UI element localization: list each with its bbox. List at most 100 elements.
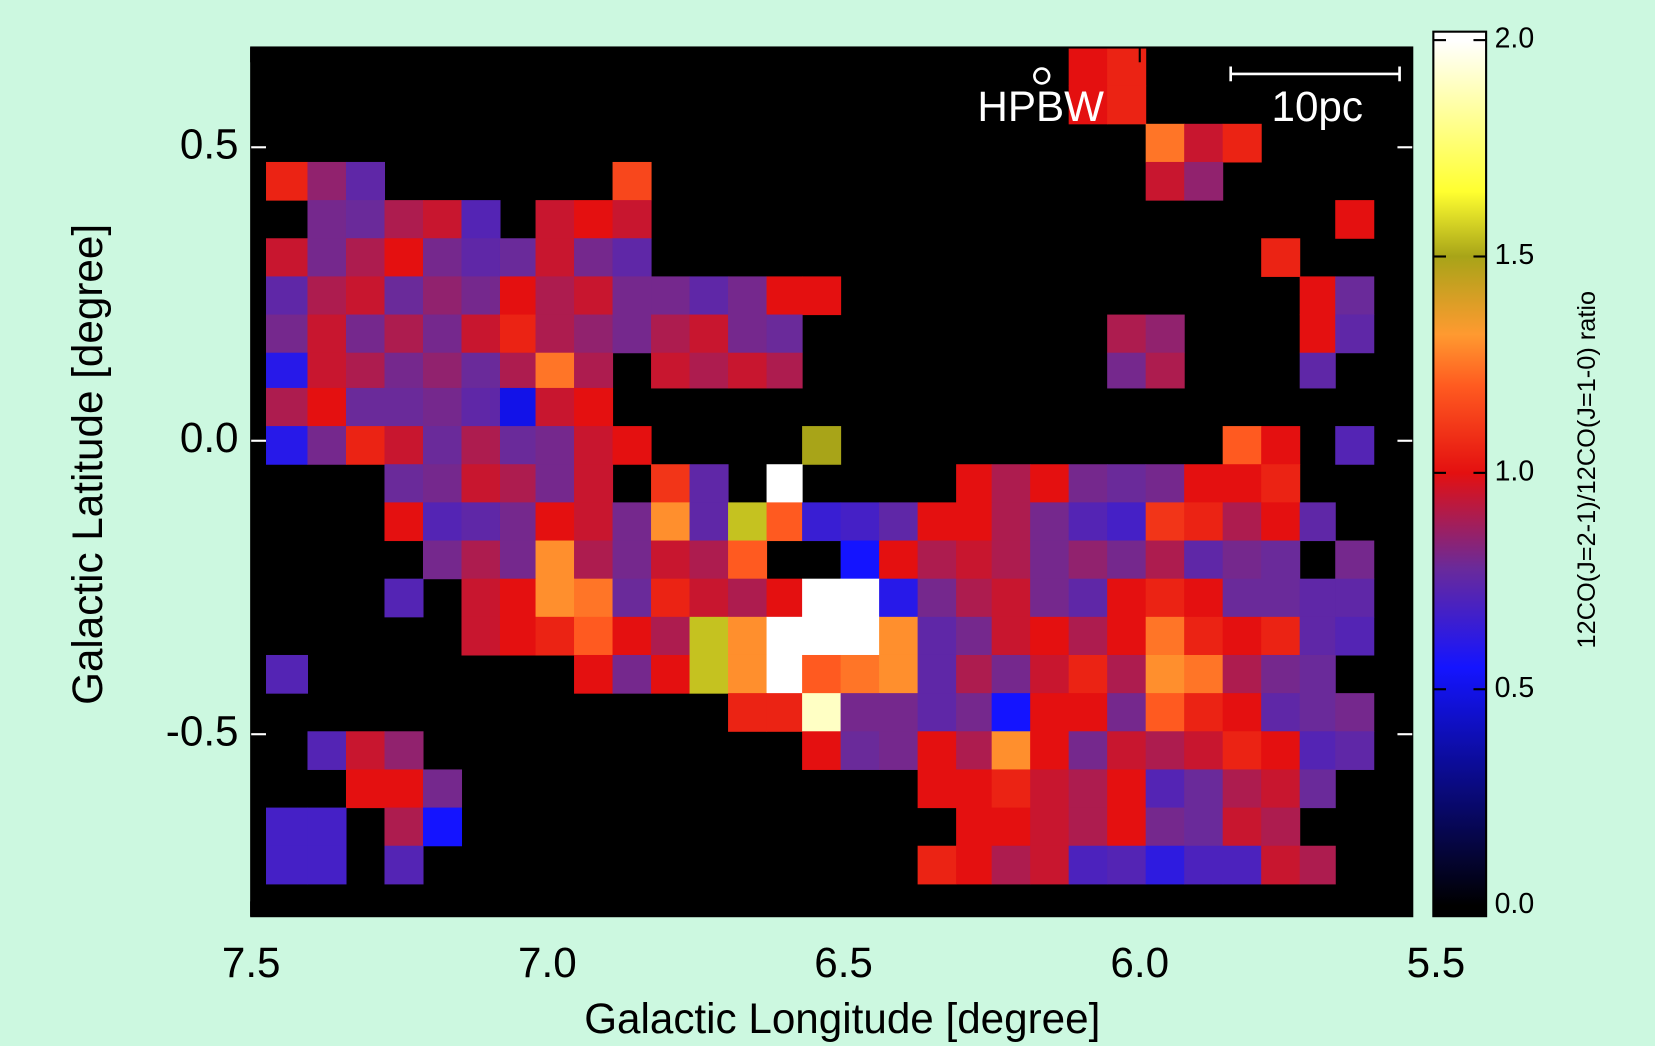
- heat-cell: [917, 693, 957, 732]
- heat-cell: [1222, 540, 1262, 580]
- heat-cell: [345, 238, 386, 277]
- heat-cell: [689, 502, 729, 542]
- heat-cell: [1222, 807, 1262, 847]
- heat-cell: [1184, 540, 1224, 580]
- heat-cell: [422, 200, 463, 239]
- heat-cell: [728, 314, 768, 354]
- heat-cell: [651, 314, 691, 354]
- heat-cell: [1184, 845, 1224, 885]
- heat-cell: [1030, 807, 1070, 847]
- heat-cell: [802, 731, 842, 770]
- heat-cell: [1145, 352, 1185, 389]
- heat-cell: [991, 540, 1031, 580]
- heat-cell: [499, 426, 537, 465]
- x-tick-label: 6.0: [1110, 939, 1169, 986]
- heat-cell: [345, 200, 386, 239]
- heat-cell: [574, 426, 614, 465]
- heat-cell: [1222, 123, 1262, 163]
- colorbar-tick-label: 1.5: [1495, 239, 1535, 271]
- heat-cell: [1261, 464, 1301, 503]
- heat-cell: [917, 845, 957, 885]
- heat-cell: [1184, 769, 1224, 809]
- heat-cell: [1107, 693, 1147, 732]
- heat-cell: [840, 693, 880, 732]
- heat-cell: [345, 276, 386, 316]
- heat-cell: [1145, 693, 1185, 732]
- heat-cell: [499, 387, 537, 427]
- beam-marker: [1033, 67, 1051, 85]
- heat-cell: [1145, 540, 1185, 580]
- heat-cell: [535, 426, 575, 465]
- heat-cell: [1107, 540, 1147, 580]
- y-tick-label: -0.5: [166, 707, 239, 754]
- heat-cell: [728, 578, 768, 618]
- heat-cell: [266, 238, 309, 277]
- heat-cell: [651, 578, 691, 618]
- heat-cell: [461, 502, 501, 542]
- heat-cell: [840, 616, 880, 656]
- heat-cell: [307, 731, 347, 770]
- heat-cell: [879, 502, 919, 542]
- heat-cell: [384, 807, 424, 847]
- heat-cell: [766, 352, 803, 389]
- heat-cell: [535, 540, 575, 580]
- heat-cell: [422, 769, 463, 809]
- heat-cell: [1145, 502, 1185, 542]
- heat-cell: [991, 769, 1031, 809]
- heat-cell: [1107, 654, 1147, 694]
- heat-cell: [917, 502, 957, 542]
- heat-cell: [689, 654, 729, 694]
- heat-cell: [384, 845, 424, 885]
- heat-cell: [956, 502, 993, 542]
- heat-cell: [535, 276, 575, 316]
- heat-cell: [917, 654, 957, 694]
- heat-cell: [766, 314, 803, 354]
- heat-cell: [1068, 578, 1108, 618]
- heat-cell: [574, 314, 614, 354]
- heat-cell: [1222, 616, 1262, 656]
- heat-cell: [689, 616, 729, 656]
- heat-cell: [574, 238, 614, 277]
- heat-cell: [345, 426, 386, 465]
- heat-cell: [535, 616, 575, 656]
- heat-cell: [689, 540, 729, 580]
- heat-cell: [1261, 616, 1301, 656]
- heat-cell: [345, 731, 386, 770]
- heat-cell: [1145, 731, 1185, 770]
- heat-cell: [499, 238, 537, 277]
- heat-cell: [1030, 616, 1070, 656]
- heat-cell: [307, 845, 347, 885]
- annotation: 10pc: [1271, 83, 1363, 130]
- heat-cell: [1261, 769, 1301, 809]
- colorbar-tick-label: 1.0: [1495, 455, 1535, 487]
- heat-cell: [1068, 769, 1108, 809]
- heat-cell: [535, 578, 575, 618]
- heat-cell: [1145, 578, 1185, 618]
- heat-cell: [1299, 769, 1336, 809]
- heat-cell: [574, 387, 614, 427]
- heat-cell: [917, 578, 957, 618]
- heat-cell: [612, 616, 652, 656]
- heat-cell: [1107, 807, 1147, 847]
- heat-cell: [1030, 693, 1070, 732]
- heat-cell: [651, 464, 691, 503]
- heat-cell: [1030, 769, 1070, 809]
- heat-cell: [612, 161, 652, 201]
- colorbar-end: [1433, 904, 1487, 917]
- heatmap: [251, 47, 1413, 917]
- heat-cell: [461, 238, 501, 277]
- heat-cell: [1145, 314, 1185, 354]
- heat-cell: [1184, 464, 1224, 503]
- heat-cell: [840, 502, 880, 542]
- heat-cell: [879, 578, 919, 618]
- heat-cell: [766, 578, 803, 618]
- heat-cell: [574, 578, 614, 618]
- heat-cell: [1184, 654, 1224, 694]
- heat-cell: [535, 314, 575, 354]
- heat-cell: [266, 807, 309, 847]
- heat-cell: [991, 464, 1031, 503]
- heat-cell: [1184, 616, 1224, 656]
- heat-cell: [612, 238, 652, 277]
- heat-cell: [1299, 578, 1336, 618]
- heat-cell: [1030, 464, 1070, 503]
